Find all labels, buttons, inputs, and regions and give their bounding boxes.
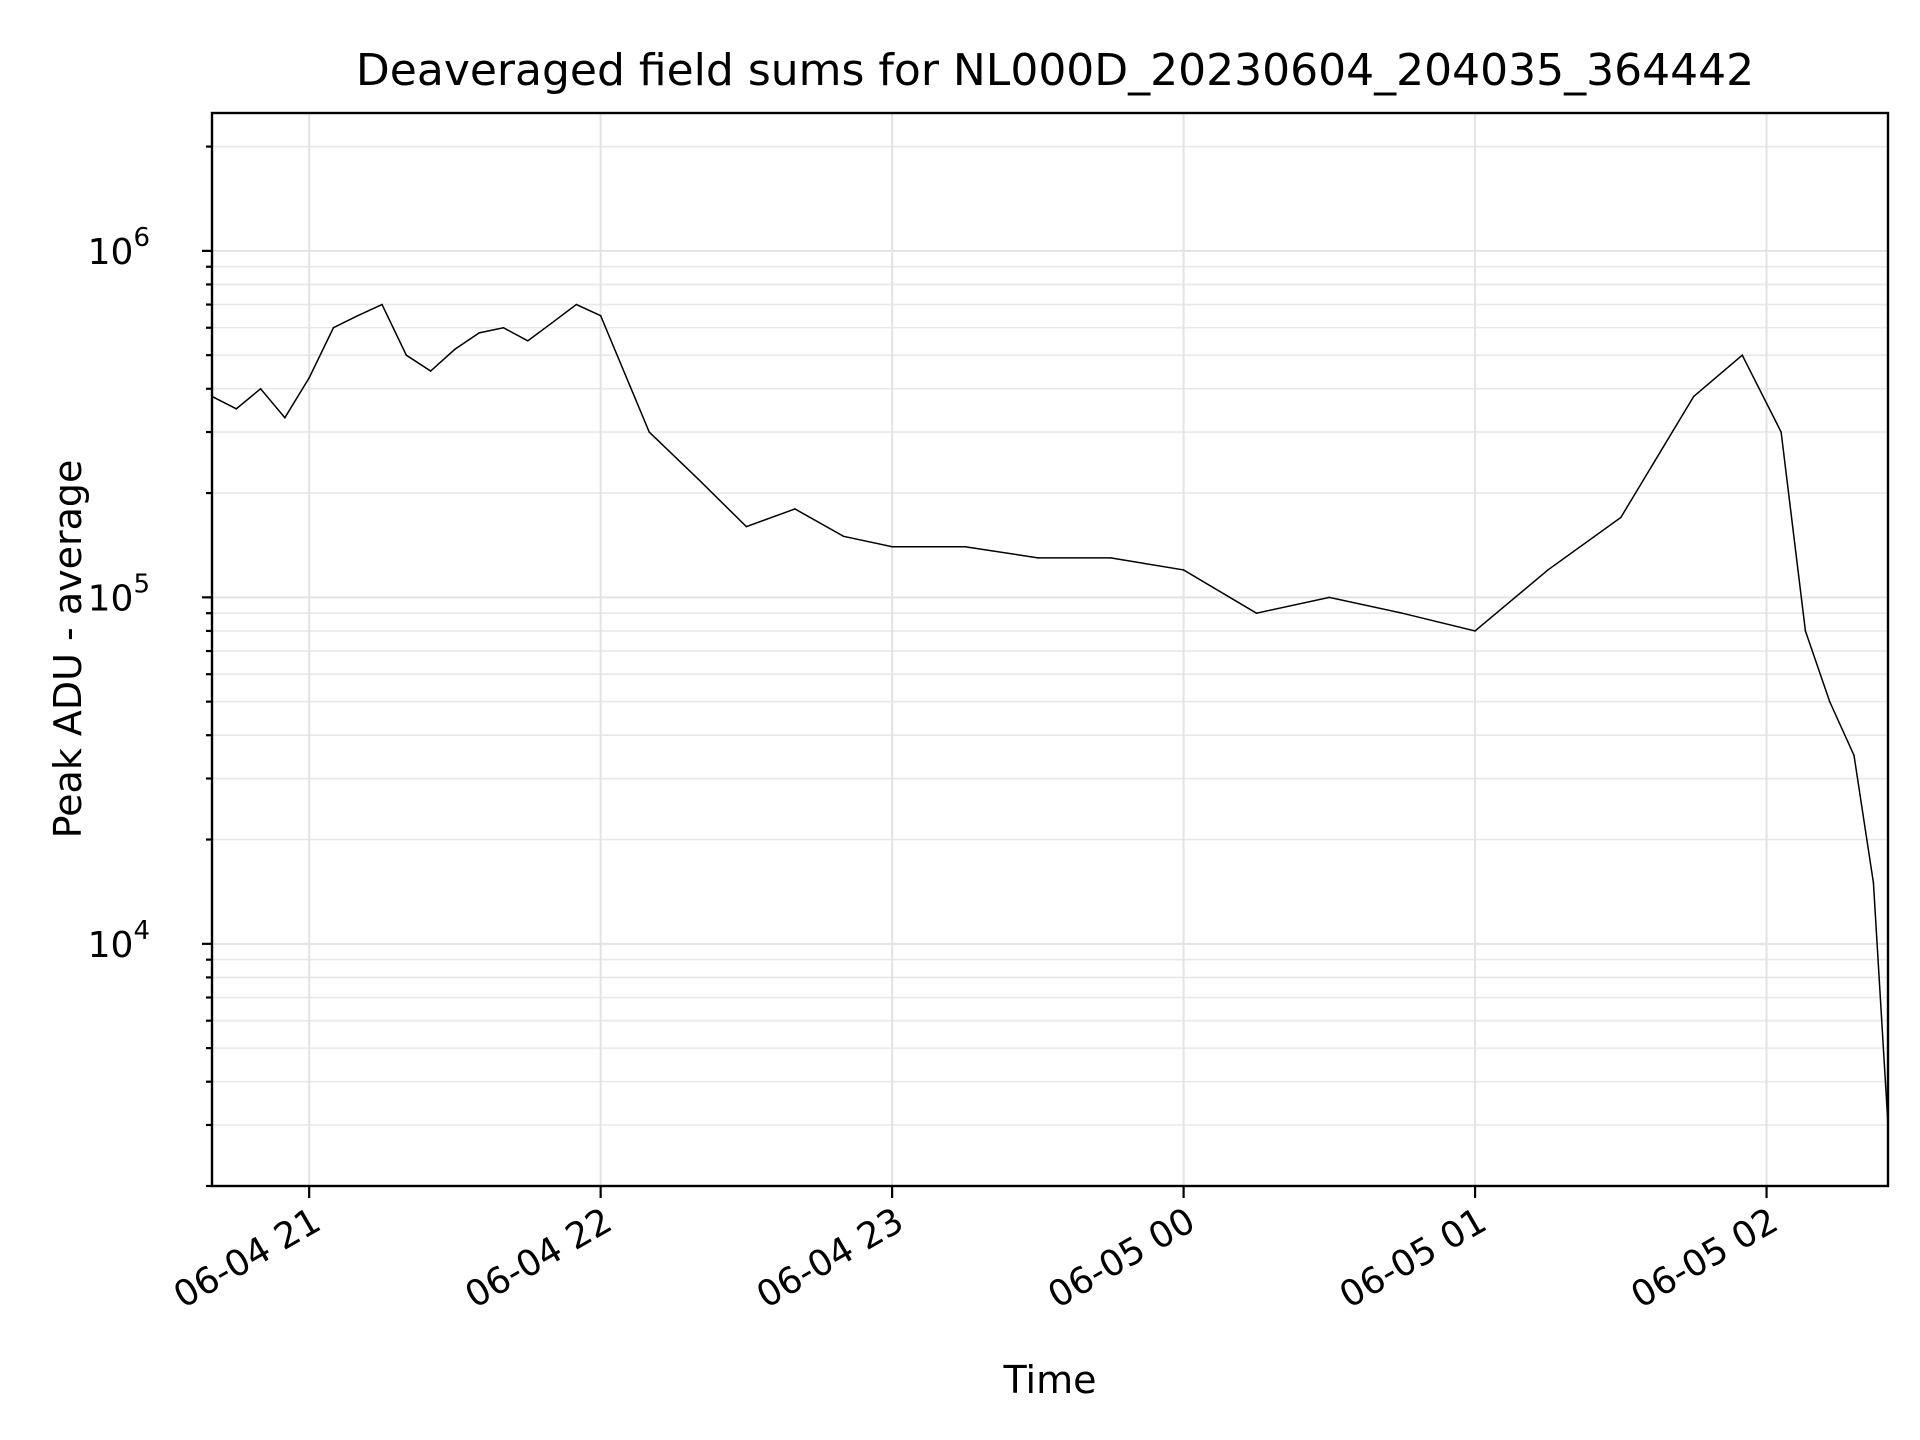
x-axis-label: Time <box>1003 1358 1097 1402</box>
data-point <box>259 387 262 390</box>
y-tick-exponent: 4 <box>133 916 150 946</box>
plot-frame <box>210 111 1890 1188</box>
data-point <box>599 314 602 317</box>
data-point <box>891 545 893 548</box>
data-point <box>454 348 456 351</box>
data-point <box>1255 612 1258 614</box>
data-point <box>575 303 578 306</box>
data-point <box>1328 596 1331 599</box>
y-tick-exponent: 6 <box>133 223 150 253</box>
data-point <box>551 322 553 324</box>
y-axis-label: Peak ADU - average <box>46 460 90 839</box>
data-point <box>405 354 408 356</box>
data-point <box>1182 569 1185 571</box>
data-point <box>235 408 238 410</box>
data-point <box>1109 557 1112 559</box>
data-point <box>478 332 480 334</box>
data-point <box>1780 431 1782 433</box>
data-point <box>429 370 432 372</box>
data-point <box>502 326 505 329</box>
data-point <box>1620 516 1622 519</box>
y-tick-label: 104 <box>88 916 150 966</box>
data-point <box>308 377 310 379</box>
data-point <box>526 340 529 342</box>
data-point <box>1872 882 1875 884</box>
data-point <box>381 303 383 306</box>
data-point <box>794 508 796 510</box>
grid <box>212 113 1888 1187</box>
y-tick-label: 105 <box>88 569 150 619</box>
y-tick-label: 106 <box>88 223 150 273</box>
data-point <box>842 535 845 538</box>
chart-title: Deaveraged field sums for NL000D_2023060… <box>356 45 1754 96</box>
y-tick-base: 10 <box>88 925 134 966</box>
data-point <box>964 545 966 548</box>
data-point <box>697 477 699 480</box>
y-tick-base: 10 <box>88 578 134 619</box>
data-point <box>1828 700 1831 703</box>
data-point <box>332 326 335 329</box>
data-point <box>1474 630 1476 632</box>
data-point <box>1804 630 1807 632</box>
y-tick-base: 10 <box>88 232 134 273</box>
data-point <box>284 416 286 419</box>
data-point <box>1547 569 1549 571</box>
data-point <box>1037 557 1039 559</box>
data-point <box>745 525 748 528</box>
data-point <box>648 431 651 433</box>
data-point <box>1853 754 1855 757</box>
data-point <box>356 314 359 317</box>
y-tick-exponent: 5 <box>133 569 150 599</box>
data-point <box>1692 395 1695 398</box>
data-point <box>1401 612 1403 614</box>
data-point <box>1741 354 1744 356</box>
